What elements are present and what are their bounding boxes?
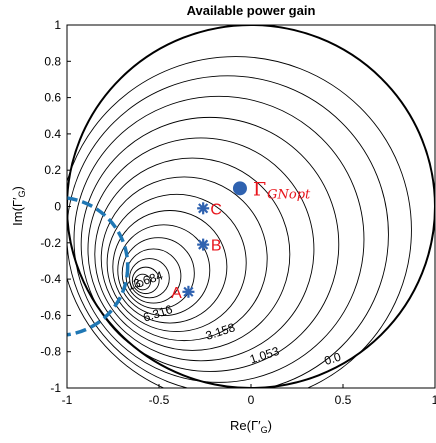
optimum-subscript: GNopt xyxy=(267,187,311,202)
x-tick-label: -1 xyxy=(62,393,73,407)
y-tick-label: -0.6 xyxy=(40,308,61,322)
gain-contour xyxy=(73,95,365,383)
y-tick-label: -1 xyxy=(50,381,61,395)
gain-contour xyxy=(117,224,211,317)
asterisk-stroke xyxy=(183,286,194,297)
gain-contours xyxy=(67,25,435,388)
stability-circle xyxy=(67,196,130,337)
point-b xyxy=(197,238,210,251)
gain-contour xyxy=(129,258,170,299)
contour-label: 0.0 xyxy=(322,349,343,368)
y-tick-label: -0.8 xyxy=(40,345,61,359)
y-tick-label: 0 xyxy=(54,200,61,214)
gain-contour xyxy=(112,210,228,324)
y-tick-label: 1 xyxy=(54,18,61,32)
y-tick-label: -0.4 xyxy=(40,272,61,286)
point-label-a: A xyxy=(171,285,182,302)
x-tick-label: 0 xyxy=(248,393,255,407)
y-axis-label: Im(Γ′G) xyxy=(10,186,27,226)
asterisk-stroke xyxy=(198,203,209,214)
gain-contour xyxy=(121,237,195,310)
gain-contour xyxy=(67,56,412,388)
gain-contour xyxy=(67,75,389,388)
gain-contour xyxy=(134,273,151,291)
gain-contour xyxy=(131,266,160,295)
point-label-c: C xyxy=(210,201,222,218)
axes: -1 -0.5 0 0.5 1 1 0.8 0.6 0.4 0.2 0 -0.2 -0.4 -0.6 -0.… xyxy=(40,18,436,407)
point-a xyxy=(182,285,195,298)
y-tick-label: -0.2 xyxy=(40,236,61,250)
optimum-label: ΓGNopt xyxy=(253,178,311,202)
point-label-b: B xyxy=(211,238,222,255)
gain-contour xyxy=(94,157,291,351)
x-axis-label: Re(Γ′G) xyxy=(230,418,272,435)
y-tick-label: 0.8 xyxy=(44,54,61,68)
point-c xyxy=(197,202,210,215)
optimum-marker xyxy=(232,181,247,196)
gain-contour xyxy=(87,137,315,362)
gain-contour xyxy=(100,176,268,342)
gain-contour xyxy=(106,193,247,333)
asterisk-stroke xyxy=(198,239,209,250)
gain-contour xyxy=(80,116,340,372)
chart-title: Available power gain xyxy=(187,3,316,18)
plot-frame xyxy=(66,24,436,389)
x-tick-label: -0.5 xyxy=(149,393,170,407)
gain-contour xyxy=(136,280,144,288)
x-tick-label: 0.5 xyxy=(335,393,352,407)
x-tick-label: 1 xyxy=(432,393,436,407)
y-tick-label: 0.6 xyxy=(44,91,61,105)
y-tick-label: 0.2 xyxy=(44,163,61,177)
y-tick-label: 0.4 xyxy=(44,127,61,141)
plot-area xyxy=(67,25,435,388)
